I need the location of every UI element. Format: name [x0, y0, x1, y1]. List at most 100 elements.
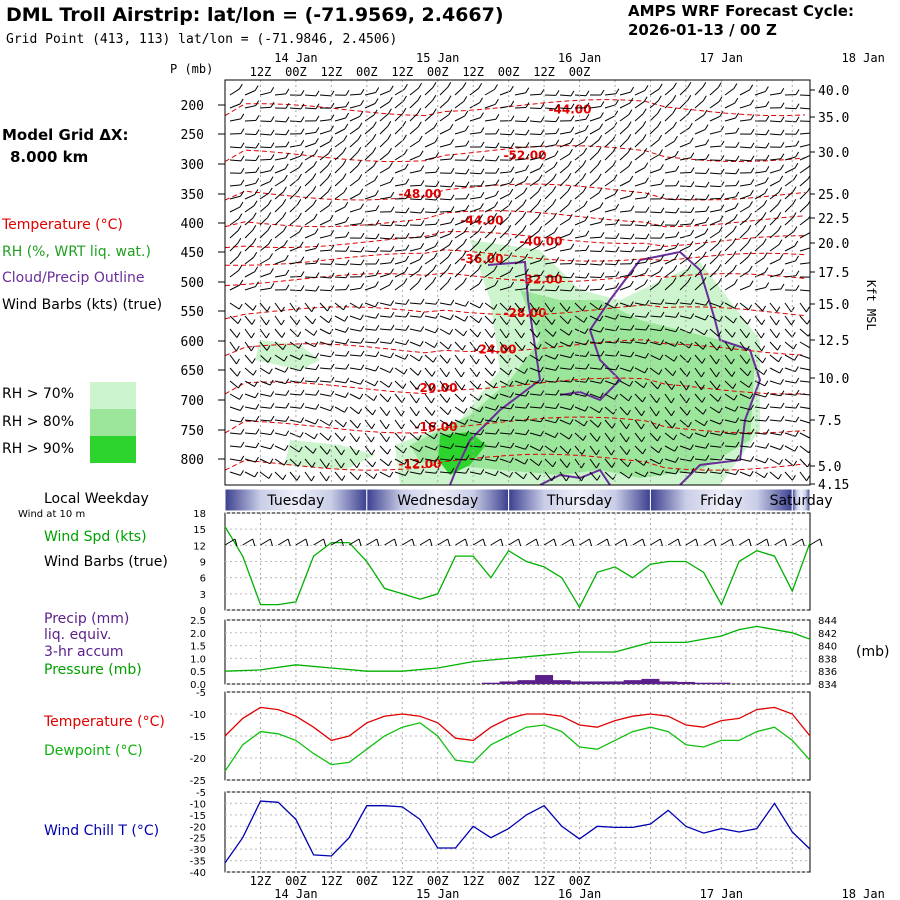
wind-barb-flag: [345, 363, 350, 370]
wind-barb: [634, 432, 643, 443]
wind-barb: [619, 195, 631, 200]
wind-barb: [709, 445, 721, 448]
wind-barb: [229, 230, 239, 239]
wind-barb-flag: [765, 101, 770, 107]
wind-barb: [319, 191, 329, 200]
wind-barb: [394, 88, 405, 96]
wind-barb: [694, 244, 705, 252]
wind-barb: [379, 328, 392, 331]
wind-barb-flag: [375, 205, 380, 211]
surface-wind-barb-flag: [589, 538, 593, 547]
wind-barb: [739, 367, 749, 377]
wind-barb-flag: [570, 243, 575, 250]
surface-wind-barb-flag: [234, 538, 238, 547]
wind-barb: [574, 419, 585, 427]
wind-barb-flag: [419, 340, 424, 347]
wind-barb-flag: [552, 173, 557, 180]
wind-barb-flag: [285, 152, 290, 159]
wind-barb: [499, 205, 510, 213]
wind-barb-flag: [690, 467, 695, 474]
wind-barb: [799, 445, 810, 454]
wind-barb-flag: [600, 350, 605, 357]
wind-barb-flag: [765, 415, 770, 422]
wind-barb: [589, 393, 601, 399]
wind-barb: [784, 167, 796, 174]
wind-barb: [784, 302, 792, 313]
wind-barb-flag: [719, 111, 724, 117]
wind-barb: [274, 471, 284, 481]
wind-barb-flag: [431, 371, 436, 377]
wind-barb: [364, 138, 374, 148]
wind-barb: [229, 242, 239, 252]
wind-barb-flag: [750, 99, 754, 105]
surface-wind-barb: [331, 538, 342, 546]
wind-barb: [319, 302, 328, 312]
wind-barb-flag: [509, 266, 514, 273]
wind-barb: [694, 221, 706, 226]
wind-barb: [229, 471, 241, 476]
wind-barb: [514, 354, 524, 363]
wind-barb: [409, 100, 419, 109]
wind-barb-flag: [282, 199, 287, 205]
wind-barb: [409, 87, 419, 96]
wind-barb: [424, 185, 437, 187]
wind-barb: [409, 247, 421, 252]
precip-label: Precip (mm): [44, 611, 130, 627]
precip-bar: [676, 681, 695, 684]
wind-barb-flag: [555, 103, 560, 110]
wind-barb-flag: [480, 155, 485, 162]
wind-barb-flag: [285, 103, 290, 109]
wind-barb-flag: [626, 423, 630, 430]
wind-barb-flag: [672, 108, 677, 114]
wind-barb-flag: [641, 410, 646, 417]
wind-barb: [439, 268, 449, 278]
wind-barb: [694, 172, 707, 174]
wind-barb-flag: [660, 299, 665, 305]
wind-barb-flag: [580, 462, 585, 469]
wind-barb-flag: [553, 212, 557, 219]
wind-barb-flag: [495, 167, 500, 174]
wind-barb: [544, 341, 555, 349]
wind-barb: [544, 315, 553, 325]
wind-barb-flag: [600, 284, 605, 290]
wind-barb-flag: [465, 442, 470, 448]
wind-barb: [304, 262, 317, 265]
wind-barb-flag: [269, 379, 274, 386]
wind-barb-flag: [255, 178, 260, 184]
legend-temperature: Temperature (°C): [2, 217, 123, 233]
wind-barb-flag: [449, 228, 454, 235]
wind-barb-flag: [702, 81, 707, 88]
wind-barb: [229, 195, 241, 200]
wind-barb-flag: [702, 409, 707, 415]
wind-barb-flag: [402, 134, 407, 141]
wind-barb-flag: [314, 138, 319, 144]
wind-barb-flag: [477, 383, 482, 390]
wind-barb-flag: [703, 239, 708, 246]
wind-barb: [454, 471, 466, 474]
wind-barb: [394, 168, 406, 174]
wind-barb-flag: [675, 194, 680, 200]
wind-barb-flag: [779, 254, 784, 260]
wind-barb-flag: [330, 339, 334, 346]
wind-barb-flag: [675, 326, 680, 332]
wind-barb-flag: [404, 470, 409, 476]
surface-wind-barb: [667, 538, 679, 546]
wind-barb: [289, 217, 299, 226]
wind-barb-flag: [433, 252, 438, 259]
temperature-contour-label: -36.00: [461, 252, 504, 266]
wind-barb: [709, 185, 722, 188]
wind-barb: [274, 419, 286, 422]
wind-barb: [664, 341, 676, 347]
wind-barb: [469, 87, 480, 96]
wind-barb: [394, 183, 406, 187]
forecast-cycle: AMPS WRF Forecast Cycle: 2026-01-13 / 00…: [628, 2, 854, 40]
wind-barb: [244, 406, 256, 410]
wind-barb-flag: [510, 428, 515, 435]
wind-barb-flag: [761, 345, 766, 352]
wind-barb-flag: [420, 326, 425, 332]
wind-barb: [334, 302, 344, 311]
wind-barb: [379, 196, 391, 200]
wind-barb-flag: [762, 238, 767, 244]
wind-barb-flag: [600, 101, 605, 107]
wind-barb-flag: [344, 407, 349, 413]
